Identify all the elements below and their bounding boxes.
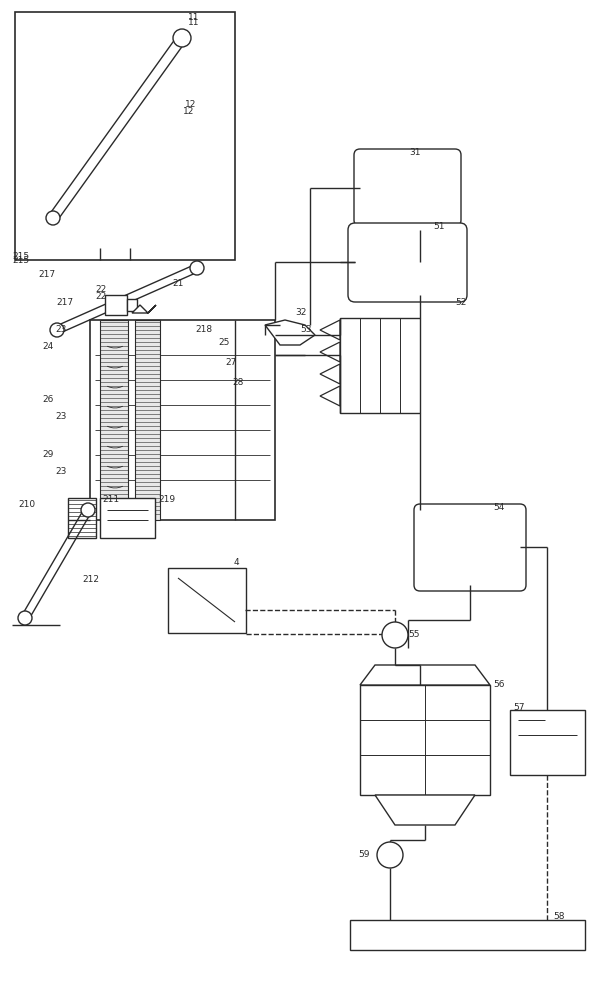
FancyBboxPatch shape	[348, 223, 467, 302]
Text: 23: 23	[55, 412, 66, 421]
Polygon shape	[320, 386, 340, 406]
Bar	[105, 295, 127, 315]
Bar	[350, 920, 585, 950]
Circle shape	[46, 211, 60, 225]
Text: 210: 210	[18, 500, 35, 509]
Bar	[168, 568, 246, 633]
Text: 24: 24	[42, 342, 53, 351]
Text: 215: 215	[12, 252, 29, 261]
Text: 218: 218	[195, 325, 212, 334]
Circle shape	[18, 611, 32, 625]
Text: 25: 25	[218, 338, 229, 347]
Circle shape	[173, 29, 191, 47]
Text: 23: 23	[55, 325, 66, 334]
Bar	[135, 320, 160, 520]
Text: 4: 4	[234, 558, 240, 567]
Text: 21: 21	[172, 279, 184, 288]
FancyBboxPatch shape	[354, 149, 461, 226]
Bar	[100, 498, 155, 538]
Text: 56: 56	[493, 680, 504, 689]
Polygon shape	[375, 795, 475, 825]
Text: 12: 12	[185, 100, 196, 109]
Polygon shape	[320, 320, 340, 340]
FancyBboxPatch shape	[414, 504, 526, 591]
Text: 12: 12	[183, 107, 195, 116]
Text: 28: 28	[232, 378, 243, 387]
Polygon shape	[132, 305, 156, 313]
Text: 52: 52	[455, 298, 467, 307]
Text: 59: 59	[358, 850, 370, 859]
Text: 22: 22	[95, 285, 106, 294]
Bar	[340, 318, 420, 413]
Text: 215: 215	[12, 256, 29, 265]
Text: 211: 211	[102, 495, 119, 504]
Text: 57: 57	[513, 703, 525, 712]
Text: 23: 23	[55, 467, 66, 476]
Text: 27: 27	[225, 358, 237, 367]
Circle shape	[190, 261, 204, 275]
Text: 217: 217	[38, 270, 55, 279]
Text: 32: 32	[295, 308, 306, 317]
Text: 11: 11	[188, 13, 199, 22]
Bar	[360, 685, 490, 795]
Text: 29: 29	[42, 450, 54, 459]
Bar	[15, 12, 235, 260]
Text: 54: 54	[493, 503, 504, 512]
Text: 55: 55	[408, 630, 420, 639]
Polygon shape	[265, 320, 315, 345]
Text: 53: 53	[300, 325, 312, 334]
Bar	[127, 299, 137, 311]
Text: 212: 212	[82, 575, 99, 584]
Text: 51: 51	[433, 222, 445, 231]
Text: 58: 58	[553, 912, 564, 921]
Circle shape	[377, 842, 403, 868]
Polygon shape	[320, 342, 340, 362]
Polygon shape	[320, 364, 340, 384]
Bar	[510, 710, 585, 775]
Text: 31: 31	[409, 148, 421, 157]
Bar	[90, 320, 275, 520]
Text: 217: 217	[56, 298, 73, 307]
Circle shape	[81, 503, 95, 517]
Polygon shape	[360, 665, 490, 685]
Text: 11: 11	[188, 18, 199, 27]
Bar	[100, 320, 128, 520]
Circle shape	[50, 323, 64, 337]
Bar	[68, 498, 96, 538]
Text: 22: 22	[95, 292, 106, 301]
Text: 219: 219	[158, 495, 175, 504]
Text: 26: 26	[42, 395, 54, 404]
Circle shape	[382, 622, 408, 648]
